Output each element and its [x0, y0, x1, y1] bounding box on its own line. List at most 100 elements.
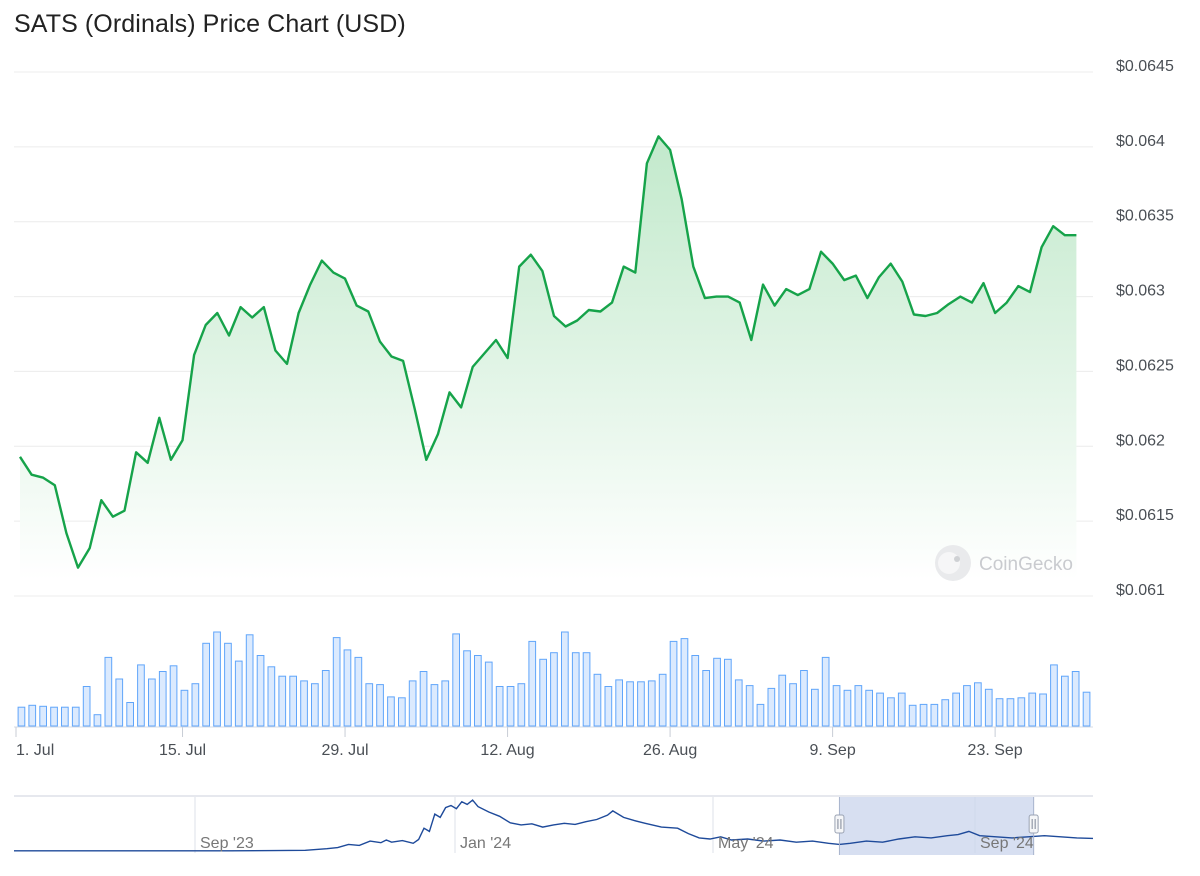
volume-bar — [974, 682, 982, 727]
volume-bar — [571, 652, 580, 727]
navigator-handle-right[interactable] — [1028, 797, 1039, 855]
volume-bar — [832, 685, 841, 727]
volume-bar — [963, 685, 971, 727]
y-tick-label: $0.0635 — [1116, 208, 1174, 225]
volume-bar — [854, 685, 863, 727]
x-tick-label: 23. Sep — [968, 742, 1023, 759]
y-tick-label: $0.0625 — [1116, 357, 1174, 374]
volume-bar — [267, 666, 276, 727]
volume-bar — [995, 698, 1004, 727]
volume-bar — [908, 704, 917, 727]
volume-bar — [278, 675, 287, 727]
coingecko-watermark: CoinGecko — [935, 545, 1073, 581]
volume-bar — [1061, 675, 1069, 727]
volume-bar — [789, 683, 797, 727]
volume-bar — [550, 652, 558, 727]
volume-bar — [17, 706, 26, 727]
volume-bar — [289, 675, 297, 727]
volume-bar — [843, 689, 852, 727]
volume-bar — [71, 706, 80, 727]
volume-bar — [561, 631, 569, 727]
volume-bar — [811, 688, 819, 727]
volume-bar — [593, 673, 602, 727]
volume-bar — [452, 633, 460, 727]
volume-bar — [104, 656, 113, 727]
navigator-tick-label: May '24 — [718, 835, 774, 852]
volume-bar — [495, 686, 504, 727]
volume-bar — [1006, 698, 1015, 727]
volume-bar — [528, 640, 537, 727]
volume-bar — [256, 655, 265, 727]
volume-bar — [430, 684, 439, 727]
x-tick-label: 29. Jul — [321, 742, 368, 759]
navigator-line — [14, 799, 1094, 852]
volume-bars — [17, 631, 1091, 727]
volume-bar — [680, 638, 689, 727]
volume-bar — [1017, 697, 1026, 727]
volume-bar — [343, 649, 352, 727]
volume-bar — [582, 652, 591, 727]
volume-bar — [865, 689, 873, 727]
price-area — [20, 136, 1077, 580]
navigator-tick-label: Jan '24 — [460, 835, 511, 852]
volume-bar — [115, 678, 124, 727]
volume-bar — [365, 683, 374, 727]
volume-bar — [387, 696, 395, 727]
volume-bar — [669, 640, 678, 727]
volume-bar — [876, 692, 884, 727]
volume-bar — [39, 705, 47, 727]
volume-bar — [1071, 671, 1080, 727]
volume-bar — [137, 664, 145, 727]
navigator-tick-label: Sep '23 — [200, 835, 254, 852]
volume-bar — [691, 655, 700, 727]
volume-bar — [767, 687, 776, 727]
handle-grip-icon[interactable] — [1028, 814, 1039, 834]
volume-bar — [180, 689, 189, 727]
volume-bar — [800, 670, 808, 727]
x-axis: 1. Jul 15. Jul 29. Jul 12. Aug 26. Aug 9. Sep… — [14, 726, 1093, 759]
volume-bar — [887, 697, 895, 727]
volume-bar — [1082, 691, 1091, 727]
volume-bar — [702, 670, 710, 727]
volume-bar — [441, 680, 450, 727]
volume-bar — [1028, 692, 1037, 727]
y-tick-label: $0.063 — [1116, 283, 1165, 300]
y-tick-label: $0.0615 — [1116, 507, 1174, 524]
volume-bar — [756, 703, 765, 727]
volume-bar — [354, 656, 363, 727]
volume-bar — [658, 673, 667, 727]
volume-bar — [984, 688, 993, 727]
volume-bar — [311, 683, 319, 727]
page-title: SATS (Ordinals) Price Chart (USD) — [14, 10, 406, 38]
volume-bar — [61, 706, 69, 727]
volume-bar — [821, 656, 830, 727]
volume-bar — [245, 634, 254, 727]
handle-grip-icon[interactable] — [834, 814, 845, 834]
volume-bar — [93, 714, 102, 727]
volume-bar — [626, 681, 634, 727]
navigator-selection[interactable] — [839, 797, 1034, 855]
navigator-handle-left[interactable] — [834, 797, 845, 855]
navigator[interactable]: Sep '23 Jan '24 May '24 Sep '24 — [14, 795, 1094, 855]
y-tick-label: $0.061 — [1116, 582, 1165, 599]
volume-bar — [615, 679, 623, 727]
volume-bar — [952, 692, 960, 727]
volume-bar — [28, 704, 37, 727]
watermark-text: CoinGecko — [979, 554, 1073, 575]
volume-bar — [321, 670, 330, 727]
volume-bar — [419, 671, 428, 727]
volume-bar — [724, 658, 732, 727]
y-tick-label: $0.064 — [1116, 133, 1165, 150]
volume-bar — [332, 637, 341, 727]
volume-bar — [484, 661, 493, 727]
volume-bar — [1050, 664, 1058, 727]
y-tick-label: $0.062 — [1116, 432, 1165, 449]
x-tick-label: 15. Jul — [159, 742, 206, 759]
volume-bar — [398, 697, 406, 727]
volume-bar — [647, 680, 656, 727]
volume-bar — [474, 655, 482, 727]
volume-bar — [158, 671, 167, 727]
price-line[interactable] — [18, 135, 1077, 569]
volume-bar — [897, 692, 906, 727]
